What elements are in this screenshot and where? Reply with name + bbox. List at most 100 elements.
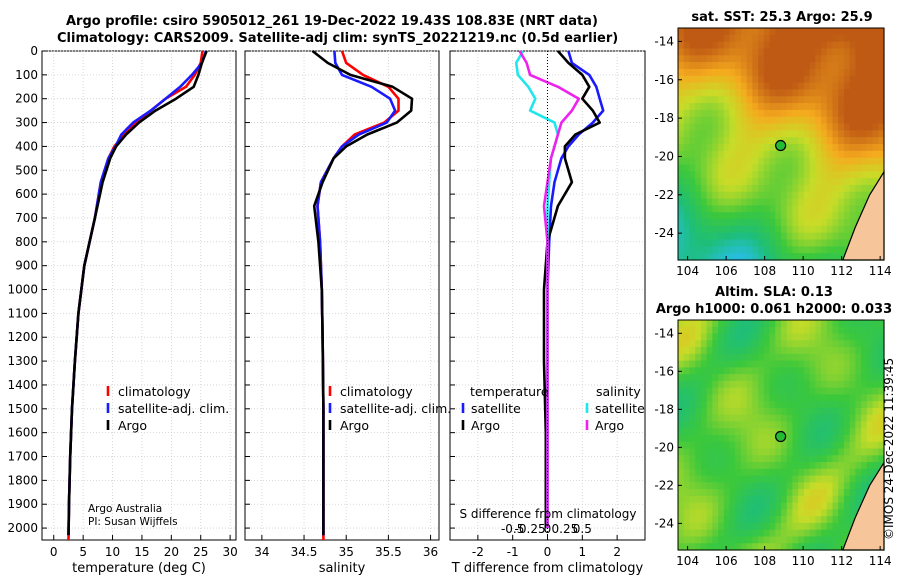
sst_map-field-cell <box>786 219 794 227</box>
sst_map-field-cell <box>740 28 748 36</box>
sst_map-field-cell <box>723 253 731 261</box>
sst_map-field-cell <box>815 109 822 118</box>
sla_map-field-cell <box>849 326 856 335</box>
sla_map-field-cell <box>815 347 822 355</box>
sla_map-field-cell <box>712 407 719 416</box>
sst_map-field-cell <box>712 239 719 247</box>
sla_map-field-cell <box>735 522 742 531</box>
sst_map-field-cell <box>878 48 885 56</box>
sla_map-field-cell <box>718 482 725 490</box>
sla_map-field-cell <box>763 455 771 463</box>
sst_map-field-cell <box>683 232 691 241</box>
sst_map-field-cell <box>849 150 856 159</box>
sla_map-field-cell <box>809 380 816 389</box>
sla_map-field-cell <box>843 333 851 341</box>
sla_map-field-cell <box>678 428 685 436</box>
sla_map-field-cell <box>775 340 782 348</box>
sla_map-field-cell <box>689 421 696 429</box>
sla_map-field-cell <box>843 475 851 483</box>
sla_map-field-cell <box>746 502 753 511</box>
sst_map-field-cell <box>729 103 736 111</box>
sst_map-field-cell <box>838 150 845 159</box>
sla_map-field-cell <box>855 475 862 483</box>
sla_map-field-cell <box>855 482 862 490</box>
sst_map-field-cell <box>821 191 828 200</box>
sla_map-field-cell <box>855 441 862 450</box>
sst_map-field-cell <box>832 205 839 213</box>
sla_map-field-cell <box>803 482 811 490</box>
sst_map-field-cell <box>786 232 794 241</box>
sla_map-field-cell <box>855 333 862 341</box>
sst_map-field-cell <box>855 144 862 152</box>
sla_map-field-cell <box>826 407 834 416</box>
sla_map-field-cell <box>752 401 759 409</box>
sst_map-field-cell <box>838 144 845 152</box>
sst_map-field-cell <box>723 205 731 213</box>
sla_map-field-cell <box>763 407 771 416</box>
sla_map-field-cell <box>803 360 811 368</box>
sla_map-field-cell <box>815 509 822 517</box>
sst_map-field-cell <box>769 116 776 125</box>
sst_map-field-cell <box>712 75 719 84</box>
sst_map-field-cell <box>763 103 771 111</box>
sst_map-field-cell <box>718 109 725 118</box>
sla_map-field-cell <box>798 360 805 368</box>
sst_map-field-cell <box>718 191 725 200</box>
sla_map-field-cell <box>718 435 725 443</box>
sla_map-field-cell <box>752 320 759 328</box>
sst_map-field-cell <box>855 184 862 193</box>
depth-tick-label: 200 <box>15 92 38 106</box>
sla_map-field-cell <box>855 380 862 389</box>
sst_map-field-cell <box>821 55 828 63</box>
sst_map-field-cell <box>752 96 759 104</box>
sla_map-field-cell <box>752 428 759 436</box>
sla_map-field-cell <box>678 414 685 423</box>
sla_map-field-cell <box>729 380 736 389</box>
sst_map-field-cell <box>689 198 696 207</box>
sla_map-field-cell <box>700 495 708 504</box>
sla_map-field-cell <box>872 401 879 409</box>
sla_map-field-cell <box>695 340 702 348</box>
sst_map-field-cell <box>878 116 885 125</box>
sst_map-field-cell <box>861 150 868 159</box>
sla_map-field-cell <box>775 482 782 490</box>
sla_map-field-cell <box>872 360 879 368</box>
sla_map-field-cell <box>683 482 691 490</box>
sst_map-field-cell <box>769 157 776 166</box>
difference-x-tick-label: -2 <box>472 545 484 559</box>
sla_map-field-cell <box>872 340 879 348</box>
sst_map-field-cell <box>763 130 771 138</box>
sla_map-field-cell <box>758 347 765 355</box>
sla_map-field-cell <box>769 509 776 517</box>
sla_map-field-cell <box>792 462 799 470</box>
sst_map-field-cell <box>763 137 771 145</box>
sst_map-field-cell <box>706 103 713 111</box>
sst_map-field-cell <box>878 75 885 84</box>
sla_map-field-cell <box>718 543 725 551</box>
sst_map-field-cell <box>775 171 782 179</box>
sla_map-field-cell <box>849 320 856 328</box>
sla_map-field-cell <box>683 414 691 423</box>
sst_map-field-cell <box>821 137 828 145</box>
sla_map-field-cell <box>746 516 753 524</box>
sst_map-field-cell <box>769 82 776 91</box>
sla_map-field-cell <box>803 489 811 497</box>
sla_map-field-cell <box>878 340 885 348</box>
sla_map-field-cell <box>798 380 805 389</box>
sla_map-field-cell <box>700 333 708 341</box>
sst_map-field-cell <box>809 198 816 207</box>
sla_map-field-cell <box>689 462 696 470</box>
sla_map-field-cell <box>815 401 822 409</box>
sla_map-field-cell <box>838 320 845 328</box>
sst_map-field-cell <box>775 123 782 131</box>
sla_map-field-cell <box>763 374 771 382</box>
sst_map-field-cell <box>775 103 782 111</box>
sla_map-field-cell <box>746 543 753 551</box>
sst_map-field-cell <box>735 246 742 254</box>
sst_map-field-cell <box>712 157 719 166</box>
sst_map-field-cell <box>878 41 885 50</box>
sst_map-field-cell <box>809 62 816 70</box>
sst_map-field-cell <box>718 246 725 254</box>
sla_map-field-cell <box>838 495 845 504</box>
